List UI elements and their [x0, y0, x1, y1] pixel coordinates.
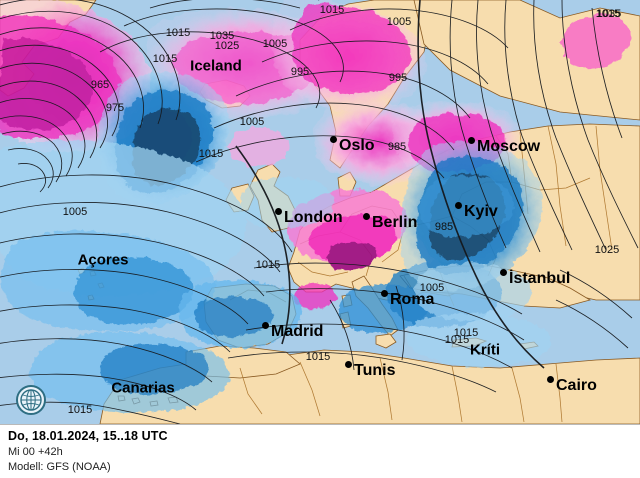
isobar-label: 1015: [255, 259, 281, 271]
isobar-label: 1015: [165, 27, 191, 39]
city-label: Cairo: [556, 377, 597, 394]
isobar-label: 1015: [453, 327, 479, 339]
city-dot-icon: [363, 213, 370, 220]
legend-run: Mi 00 +42h: [8, 446, 63, 458]
map-canvas[interactable]: 1015 1035 1025 1005 1015 1035 1005 995 995 965 975…: [0, 0, 640, 424]
city-dot-icon: [330, 136, 337, 143]
isobar-label: 1035: [209, 30, 235, 42]
region-label: Kríti: [470, 341, 500, 359]
city-dot-icon: [455, 202, 462, 209]
city-dot-icon: [468, 137, 475, 144]
isobar-label: 1015: [444, 334, 470, 346]
city-label: İstanbul: [509, 270, 571, 287]
city-dot-icon: [345, 361, 352, 368]
city-label: Berlin: [372, 214, 418, 231]
isobar-label: 965: [90, 79, 110, 91]
region-label: Iceland: [190, 57, 242, 75]
isobar-label: 1005: [419, 282, 445, 294]
isobar-label: 1005: [62, 206, 88, 218]
isobar-label: 1015: [67, 404, 93, 416]
city-label: Moscow: [477, 138, 541, 155]
isobar-label: 995: [290, 66, 310, 78]
isobar-label: 995: [388, 72, 408, 84]
city-dot-icon: [381, 290, 388, 297]
city-label: Oslo: [339, 137, 375, 154]
region-label: Açores: [77, 251, 129, 269]
city-label: London: [284, 209, 343, 226]
isobar-contours: [0, 0, 639, 424]
isobar-label: 1015: [152, 53, 178, 65]
legend-bar: Do, 18.01.2024, 15..18 UTC Mi 00 +42h Mo…: [0, 424, 640, 478]
isobar-label: 1025: [214, 40, 240, 52]
legend-model: Modell: GFS (NOAA): [8, 461, 111, 473]
isobar-label: 1005: [239, 116, 265, 128]
precip-rain-field: [0, 72, 551, 413]
isobar-label: 1015: [595, 8, 621, 20]
isobar-label: 1025: [594, 244, 620, 256]
city-label: Madrid: [271, 323, 324, 340]
isobar-label: 1035: [596, 8, 622, 20]
legend-text-block: Do, 18.01.2024, 15..18 UTC Mi 00 +42h Mo…: [8, 429, 168, 473]
city-label: Roma: [390, 291, 435, 308]
isobar-label: 1005: [262, 38, 288, 50]
legend-timestamp: Do, 18.01.2024, 15..18 UTC: [8, 429, 168, 443]
isobar-label: 1015: [305, 351, 331, 363]
region-label: Canarias: [111, 379, 175, 397]
city-dot-icon: [275, 208, 282, 215]
city-label: Tunis: [354, 362, 396, 379]
isobar-label: 1015: [198, 148, 224, 160]
map-graphics: [0, 0, 640, 424]
globe-grid-logo-icon[interactable]: [16, 385, 46, 415]
isobar-label: 985: [434, 221, 454, 233]
city-dot-icon: [262, 322, 269, 329]
city-dot-icon: [547, 376, 554, 383]
isobar-label: 975: [105, 102, 125, 114]
isobar-label: 985: [387, 141, 407, 153]
city-dot-icon: [500, 269, 507, 276]
isobar-label: 1015: [319, 4, 345, 16]
isobar-label: 1005: [386, 16, 412, 28]
city-label: Kyiv: [464, 203, 498, 220]
